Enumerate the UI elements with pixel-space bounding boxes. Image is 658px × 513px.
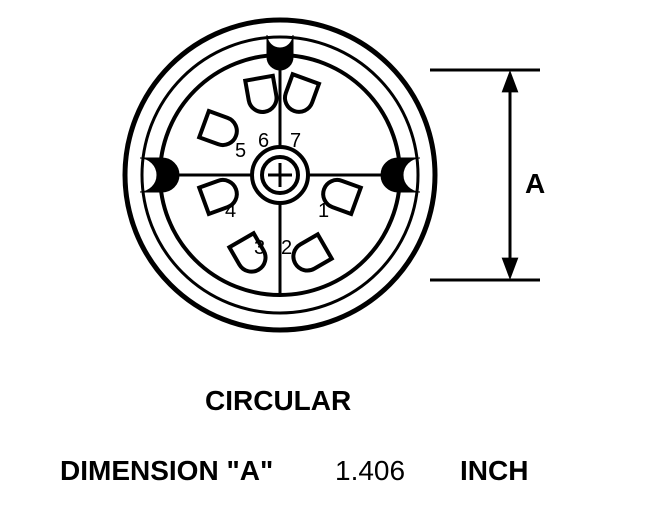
pin-label-3: 3: [254, 237, 265, 260]
diagram-canvas: { "figure": { "type": "engineering-diagr…: [0, 0, 658, 513]
pin-label-6: 6: [258, 130, 269, 153]
pin-label-5: 5: [235, 140, 246, 163]
label-dimension-value: 1.406: [335, 455, 405, 487]
label-dimension-a: DIMENSION "A": [60, 455, 273, 487]
label-circular: CIRCULAR: [205, 385, 351, 417]
pin-label-2: 2: [281, 237, 292, 260]
pin-label-7: 7: [290, 130, 301, 153]
label-dimension-unit: INCH: [460, 455, 528, 487]
connector-drawing: [0, 0, 658, 513]
pin-label-4: 4: [225, 200, 236, 223]
pin-label-1: 1: [318, 200, 329, 223]
dimension-letter: A: [525, 168, 545, 200]
